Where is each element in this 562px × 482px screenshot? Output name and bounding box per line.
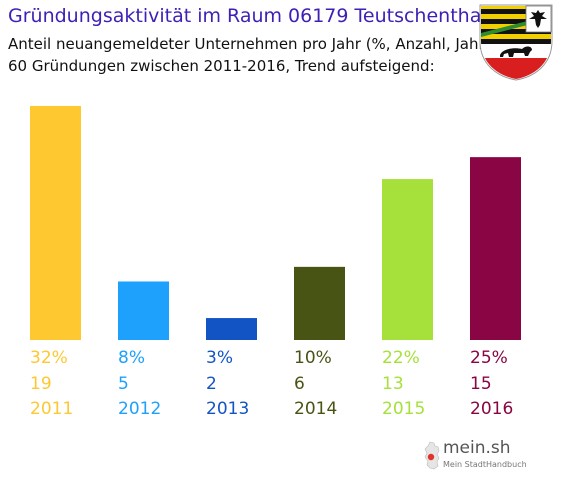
brand-tagline: Mein StadtHandbuch: [443, 460, 527, 469]
bar-2016: [470, 157, 521, 340]
percent-label-2014: 10%: [294, 348, 332, 368]
bar-2013: [206, 318, 257, 340]
count-label-2016: 15: [470, 374, 492, 394]
chart-title: Gründungsaktivität im Raum 06179 Teutsch…: [8, 5, 487, 27]
year-label-2014: 2014: [294, 399, 337, 419]
percent-label-2012: 8%: [118, 348, 145, 368]
percent-label-2015: 22%: [382, 348, 420, 368]
percent-label-2016: 25%: [470, 348, 508, 368]
year-label-2016: 2016: [470, 399, 513, 419]
bar-2014: [294, 266, 345, 340]
year-label-2015: 2015: [382, 399, 425, 419]
year-label-2013: 2013: [206, 399, 249, 419]
count-label-2012: 5: [118, 374, 129, 394]
brand-name: mein.sh: [443, 438, 511, 458]
count-label-2015: 13: [382, 374, 404, 394]
bar-2011: [30, 105, 81, 340]
year-label-2012: 2012: [118, 399, 161, 419]
coat-of-arms-icon: [479, 4, 553, 81]
count-label-2014: 6: [294, 374, 305, 394]
count-label-2013: 2: [206, 374, 217, 394]
bar-2015: [382, 179, 433, 340]
count-label-2011: 19: [30, 374, 52, 394]
percent-label-2013: 3%: [206, 348, 233, 368]
germany-map-logo-icon: [424, 441, 440, 470]
year-label-2011: 2011: [30, 399, 73, 419]
chart-subtitle: Anteil neuangemeldeter Unternehmen pro J…: [8, 35, 491, 53]
brand-logo[interactable]: mein.sh Mein StadtHandbuch: [420, 438, 530, 474]
bar-2012: [118, 281, 169, 340]
chart-summary: 60 Gründungen zwischen 2011-2016, Trend …: [8, 57, 435, 75]
percent-label-2011: 32%: [30, 348, 68, 368]
